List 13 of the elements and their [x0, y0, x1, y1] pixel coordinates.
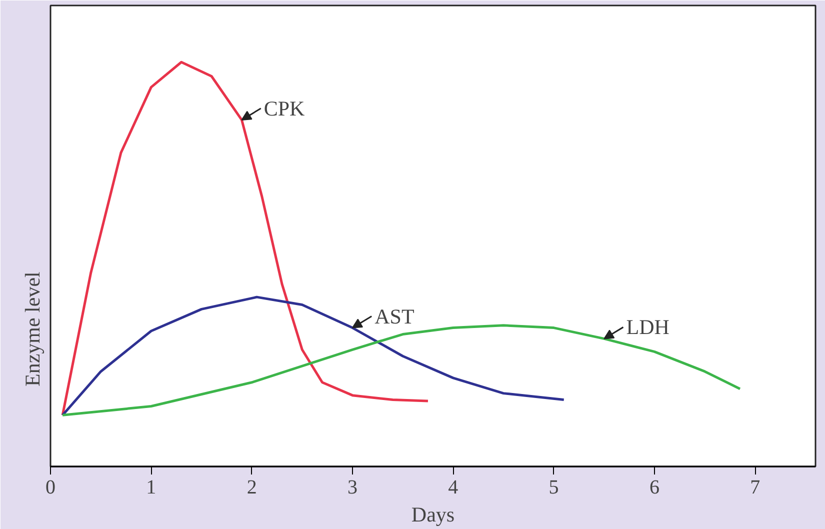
series-label: LDH: [626, 315, 670, 340]
x-tick-label: 2: [246, 476, 257, 498]
x-tick-label: 6: [649, 476, 660, 498]
series-label: AST: [374, 304, 414, 328]
x-tick-label: 7: [750, 476, 760, 498]
x-tick-label: 3: [347, 476, 358, 498]
x-axis-title: Days: [411, 502, 455, 526]
x-tick-label: 5: [548, 476, 559, 498]
x-tick-label: 4: [448, 476, 458, 498]
x-tick-label: 1: [146, 476, 156, 498]
series-label: CPK: [264, 96, 305, 120]
y-axis-title: Enzyme level: [20, 271, 44, 386]
x-tick-label: 0: [46, 476, 56, 498]
